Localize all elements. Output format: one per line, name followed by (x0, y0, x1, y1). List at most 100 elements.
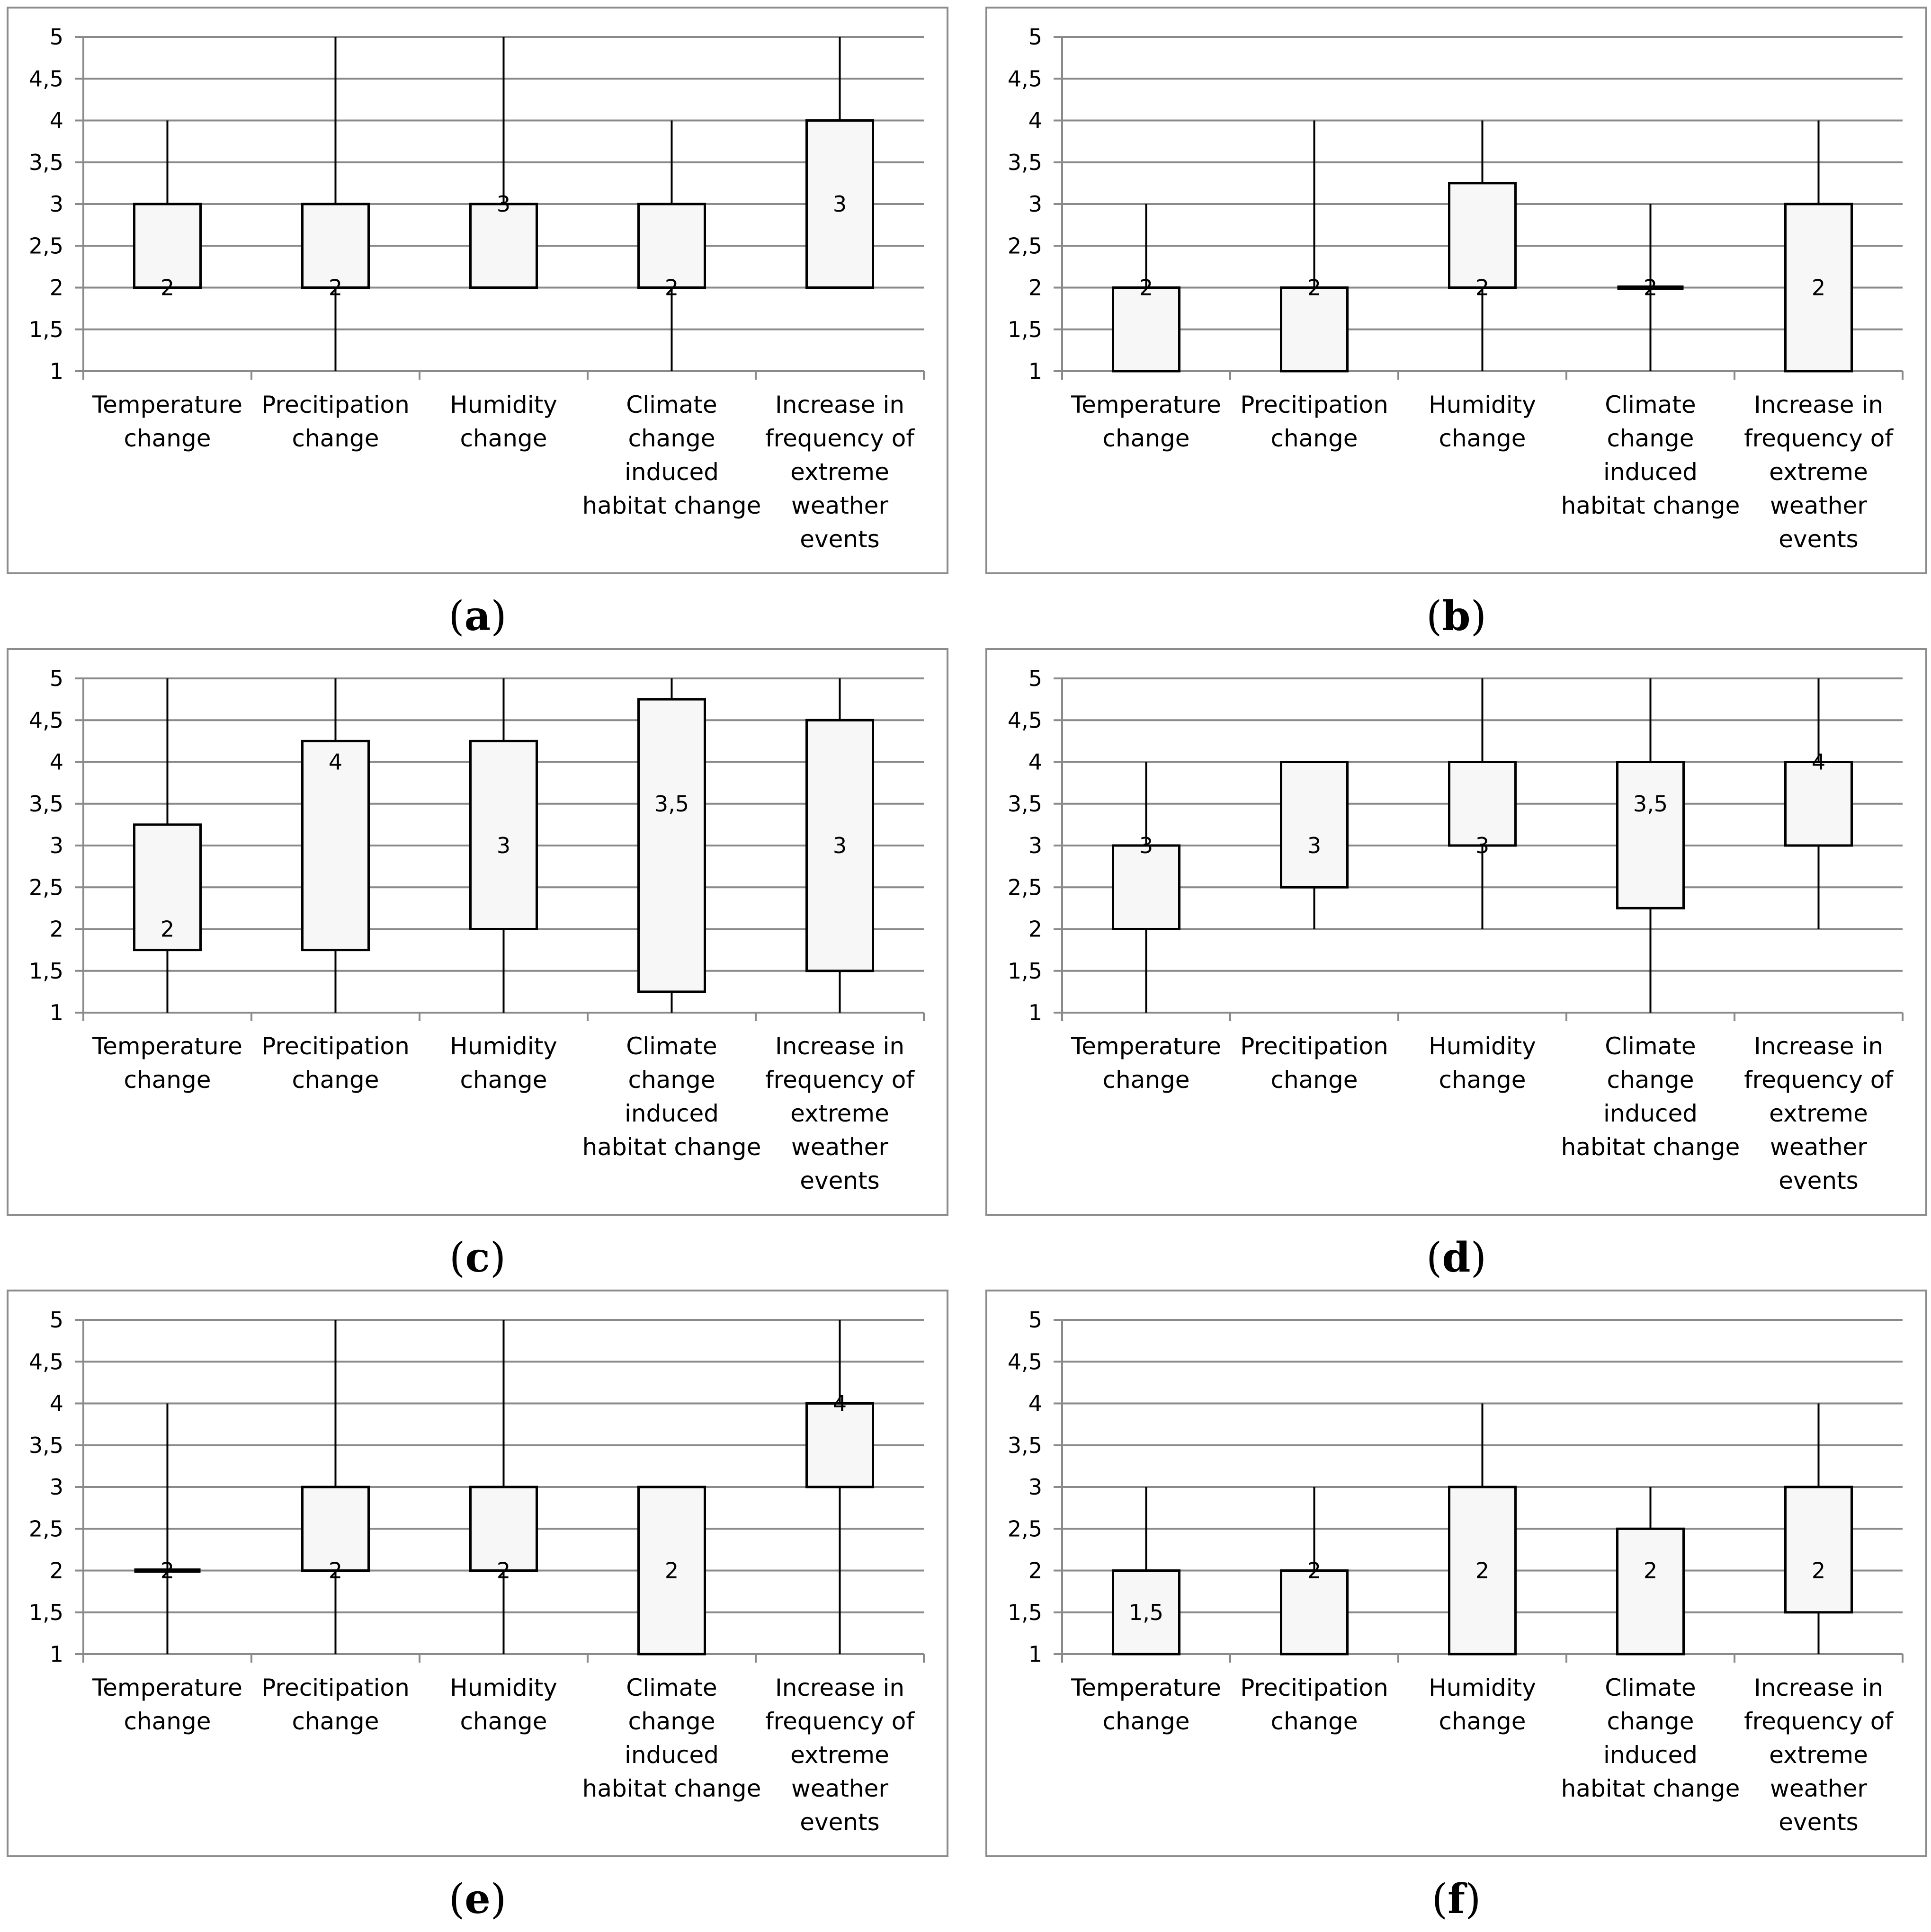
y-tick-label: 2,5 (1008, 874, 1042, 900)
panel-letter-text: c (465, 1234, 490, 1282)
y-tick-label: 3,5 (1008, 1433, 1042, 1458)
panel-letter: (e) (449, 1875, 507, 1923)
category-label-line: induced (1603, 1100, 1698, 1127)
median-label: 2 (1307, 275, 1321, 301)
panel-letter: (a) (448, 592, 507, 640)
box-5: 4 (805, 1320, 874, 1654)
y-tick-label: 4 (50, 749, 63, 775)
box-4: 3,5 (637, 678, 706, 1013)
category-label: Precitipation change (261, 391, 410, 452)
panel-letter: (b) (1426, 592, 1486, 640)
y-tick-label: 1 (1028, 358, 1042, 384)
iqr-box (1280, 286, 1349, 373)
chart-panel-f: 1 1,5 2 2,5 3 3,5 4 4,5 5 1,5 2 2 2 2 Temperature chang… (985, 1290, 1927, 1923)
category-label: Temperature change (1071, 391, 1221, 452)
category-label-line: events (1779, 1167, 1858, 1194)
iqr-box (1448, 182, 1517, 289)
category-label-line: extreme (790, 458, 889, 486)
category-label-line: Increase in (1754, 391, 1883, 418)
category-label-line: Precitipation (261, 1033, 410, 1060)
category-label: Increase in frequency of extreme weather eve… (765, 1033, 915, 1194)
category-label-line: Climate (1605, 1033, 1696, 1060)
category-label-line: weather (791, 1775, 888, 1802)
category-label-line: extreme (1769, 458, 1868, 486)
box-3: 3 (1448, 678, 1517, 929)
y-tick-label: 2 (1028, 275, 1042, 301)
category-label-line: Humidity (450, 391, 557, 418)
y-tick-label: 2,5 (1008, 233, 1042, 258)
category-label-line: Temperature (1071, 391, 1221, 418)
median-label: 2 (1644, 1558, 1657, 1584)
median-label: 2 (1475, 275, 1489, 301)
y-tick-label: 3 (1028, 191, 1042, 217)
median-label: 2 (1812, 1558, 1825, 1584)
category-label: Humidity change (1429, 1033, 1536, 1094)
panel-letter: (f) (1431, 1875, 1481, 1923)
y-tick-label: 1,5 (1008, 1600, 1042, 1625)
y-tick-label: 2 (50, 1558, 63, 1584)
median-label: 2 (665, 275, 679, 301)
category-label-line: extreme (1769, 1100, 1868, 1127)
category-label-line: events (800, 1808, 879, 1836)
category-label-line: change (1439, 1708, 1526, 1735)
y-tick-label: 3 (50, 191, 63, 217)
box-2: 2 (1280, 120, 1349, 373)
iqr-box (469, 739, 538, 930)
category-label-line: Precitipation (261, 1674, 410, 1701)
category-label-line: habitat change (1561, 1133, 1740, 1161)
category-label-line: Climate (626, 391, 717, 418)
iqr-box (637, 203, 706, 289)
category-label: Increase in frequency of extreme weather eve… (1744, 1033, 1894, 1194)
category-label: Climate change induced habitat change (582, 391, 761, 519)
category-label-line: induced (625, 1100, 719, 1127)
box-1: 1,5 (1112, 1487, 1180, 1656)
panel-letter-text: e (465, 1875, 491, 1923)
y-tick-label: 2 (50, 917, 63, 942)
paren-open: ( (1431, 1876, 1448, 1923)
iqr-box (637, 698, 706, 993)
y-tick-label: 5 (50, 24, 63, 50)
category-label-line: change (124, 425, 211, 452)
category-label-line: Increase in (775, 1033, 904, 1060)
y-tick-label: 3,5 (29, 1433, 63, 1458)
category-label-line: Climate (626, 1033, 717, 1060)
category-label-line: induced (1603, 458, 1698, 486)
category-label-line: induced (625, 458, 719, 486)
panel-letter-text: a (465, 592, 491, 640)
y-tick-label: 4 (1028, 749, 1042, 775)
panel-letter-text: b (1442, 592, 1470, 640)
chart-panel-d: 1 1,5 2 2,5 3 3,5 4 4,5 5 3 3 3 3,5 4 Temperature chang… (985, 648, 1927, 1282)
category-label-line: induced (625, 1741, 719, 1769)
category-label: Temperature change (92, 391, 242, 452)
median-label: 2 (1307, 1558, 1321, 1584)
box-5: 3 (805, 678, 874, 1013)
category-label-line: change (1102, 1066, 1189, 1094)
paren-open: ( (448, 593, 465, 640)
median-label: 3 (1139, 833, 1153, 858)
category-label: Precitipation change (261, 1674, 410, 1735)
paren-open: ( (1426, 593, 1442, 640)
y-tick-label: 3 (50, 1474, 63, 1500)
y-tick-label: 4 (50, 1391, 63, 1416)
category-label-line: frequency of (765, 1066, 915, 1094)
category-label-line: extreme (790, 1100, 889, 1127)
box-4: 3,5 (1616, 678, 1685, 1013)
iqr-box (1280, 1569, 1349, 1656)
category-label-line: habitat change (1561, 492, 1740, 519)
paren-close: ) (491, 593, 507, 640)
category-label: Climate change induced habitat change (582, 1033, 761, 1161)
iqr-box (637, 1486, 706, 1656)
y-tick-label: 1,5 (29, 958, 63, 984)
median-label: 2 (497, 1558, 510, 1584)
category-label: Temperature change (92, 1033, 242, 1094)
category-label-line: habitat change (582, 492, 761, 519)
category-label: Temperature change (1071, 1033, 1221, 1094)
category-label-line: Humidity (1429, 391, 1536, 418)
category-label-line: Humidity (450, 1674, 557, 1701)
category-label-line: Temperature (1071, 1674, 1221, 1701)
category-label-line: change (1270, 1066, 1358, 1094)
median-label: 2 (329, 1558, 342, 1584)
